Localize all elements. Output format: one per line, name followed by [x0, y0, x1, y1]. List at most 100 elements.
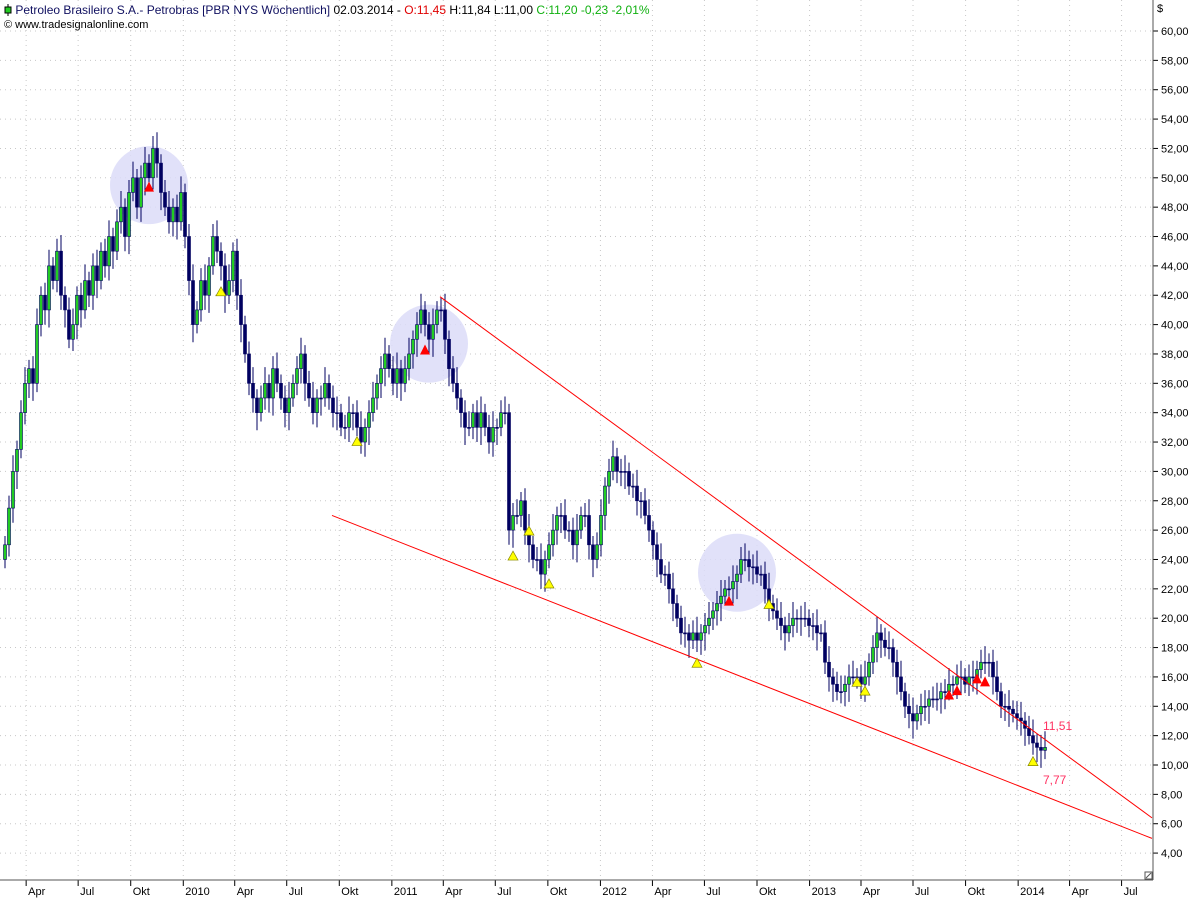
y-tick-label: 28,00	[1161, 496, 1189, 508]
candle	[695, 616, 699, 652]
candle-body	[1031, 735, 1035, 744]
candle	[335, 396, 339, 431]
candle	[1023, 712, 1027, 746]
candle	[871, 635, 875, 674]
candle-body	[931, 698, 935, 701]
candle	[751, 554, 755, 585]
candle	[979, 649, 983, 679]
trendline	[439, 296, 1153, 819]
candle	[875, 616, 879, 663]
candle	[247, 341, 251, 396]
candle	[691, 620, 695, 650]
candle	[343, 414, 347, 440]
candle-body	[1035, 742, 1039, 748]
candle	[819, 624, 823, 642]
candle-body	[631, 485, 635, 488]
candle	[915, 704, 919, 730]
candle	[779, 602, 783, 641]
candle-body	[935, 698, 939, 701]
candle	[1039, 734, 1043, 768]
candle-body	[291, 383, 295, 399]
trendline-label: 11,51	[1043, 719, 1072, 733]
x-tick-label: Apr	[654, 886, 671, 898]
candle	[935, 682, 939, 711]
x-tick-label: Jul	[80, 886, 94, 898]
candle-body	[211, 236, 215, 267]
candle-body	[103, 250, 107, 267]
candle-body	[435, 309, 439, 325]
candle-body	[51, 265, 55, 281]
candle-body	[683, 632, 687, 635]
y-tick-label: 58,00	[1161, 55, 1189, 67]
y-tick-label: 34,00	[1161, 408, 1189, 420]
candle	[835, 671, 839, 701]
x-tick-label: 2011	[394, 886, 418, 898]
candle	[267, 374, 271, 413]
resize-handle-icon[interactable]	[1144, 871, 1153, 880]
candle	[171, 198, 175, 237]
y-tick-label: 60,00	[1161, 26, 1189, 38]
source-link[interactable]: © www.tradesignalonline.com	[4, 19, 148, 31]
candle	[815, 609, 819, 651]
candle	[1003, 693, 1007, 721]
candle-body	[939, 691, 943, 700]
candle-body	[255, 397, 259, 413]
candle-body	[171, 206, 175, 223]
candle	[211, 224, 215, 275]
candle	[155, 132, 159, 178]
candle-body	[451, 368, 455, 384]
candle	[467, 411, 471, 437]
candle	[539, 543, 543, 589]
candle-body	[63, 294, 67, 311]
candle	[619, 458, 623, 487]
candle-body	[923, 705, 927, 708]
candle-body	[647, 515, 651, 531]
candle-body	[915, 713, 919, 722]
candle	[675, 594, 679, 628]
y-tick-label: 56,00	[1161, 85, 1189, 97]
candle	[319, 385, 323, 416]
candle-body	[67, 309, 71, 340]
y-tick-label: 6,00	[1161, 819, 1182, 831]
candle	[627, 462, 631, 495]
candle	[803, 602, 807, 628]
candle	[363, 418, 367, 457]
candle	[931, 686, 935, 708]
candle-body	[563, 515, 567, 531]
candle-body	[1003, 705, 1007, 708]
candle-body	[743, 559, 747, 561]
candle-body	[707, 617, 711, 626]
x-tick-label: Apr	[863, 886, 880, 898]
candle-body	[891, 647, 895, 663]
candle	[991, 649, 995, 695]
candle	[303, 345, 307, 401]
candle	[111, 227, 115, 269]
candle-body	[143, 162, 147, 179]
candle	[135, 168, 139, 219]
candle	[275, 352, 279, 393]
candle-body	[943, 691, 947, 693]
candle-body	[643, 500, 647, 516]
candle-body	[343, 427, 347, 429]
candle	[123, 198, 127, 252]
candle	[1031, 719, 1035, 755]
candle-body	[687, 632, 691, 641]
candle	[731, 565, 735, 604]
candle	[119, 191, 123, 234]
buy-signal-triangle	[859, 685, 871, 696]
candle-body	[551, 529, 555, 546]
candle-body	[835, 683, 839, 692]
candle	[899, 660, 903, 701]
candle-body	[955, 676, 959, 685]
x-tick-label: 2012	[602, 886, 626, 898]
candle-body	[871, 647, 875, 663]
candle	[243, 315, 247, 363]
sell-signal-triangle	[952, 685, 962, 696]
candle	[315, 389, 319, 428]
candle-body	[7, 507, 11, 546]
candle-body	[443, 309, 447, 340]
candle-body	[223, 265, 227, 296]
candle-body	[391, 368, 395, 384]
candle-body	[655, 544, 659, 560]
